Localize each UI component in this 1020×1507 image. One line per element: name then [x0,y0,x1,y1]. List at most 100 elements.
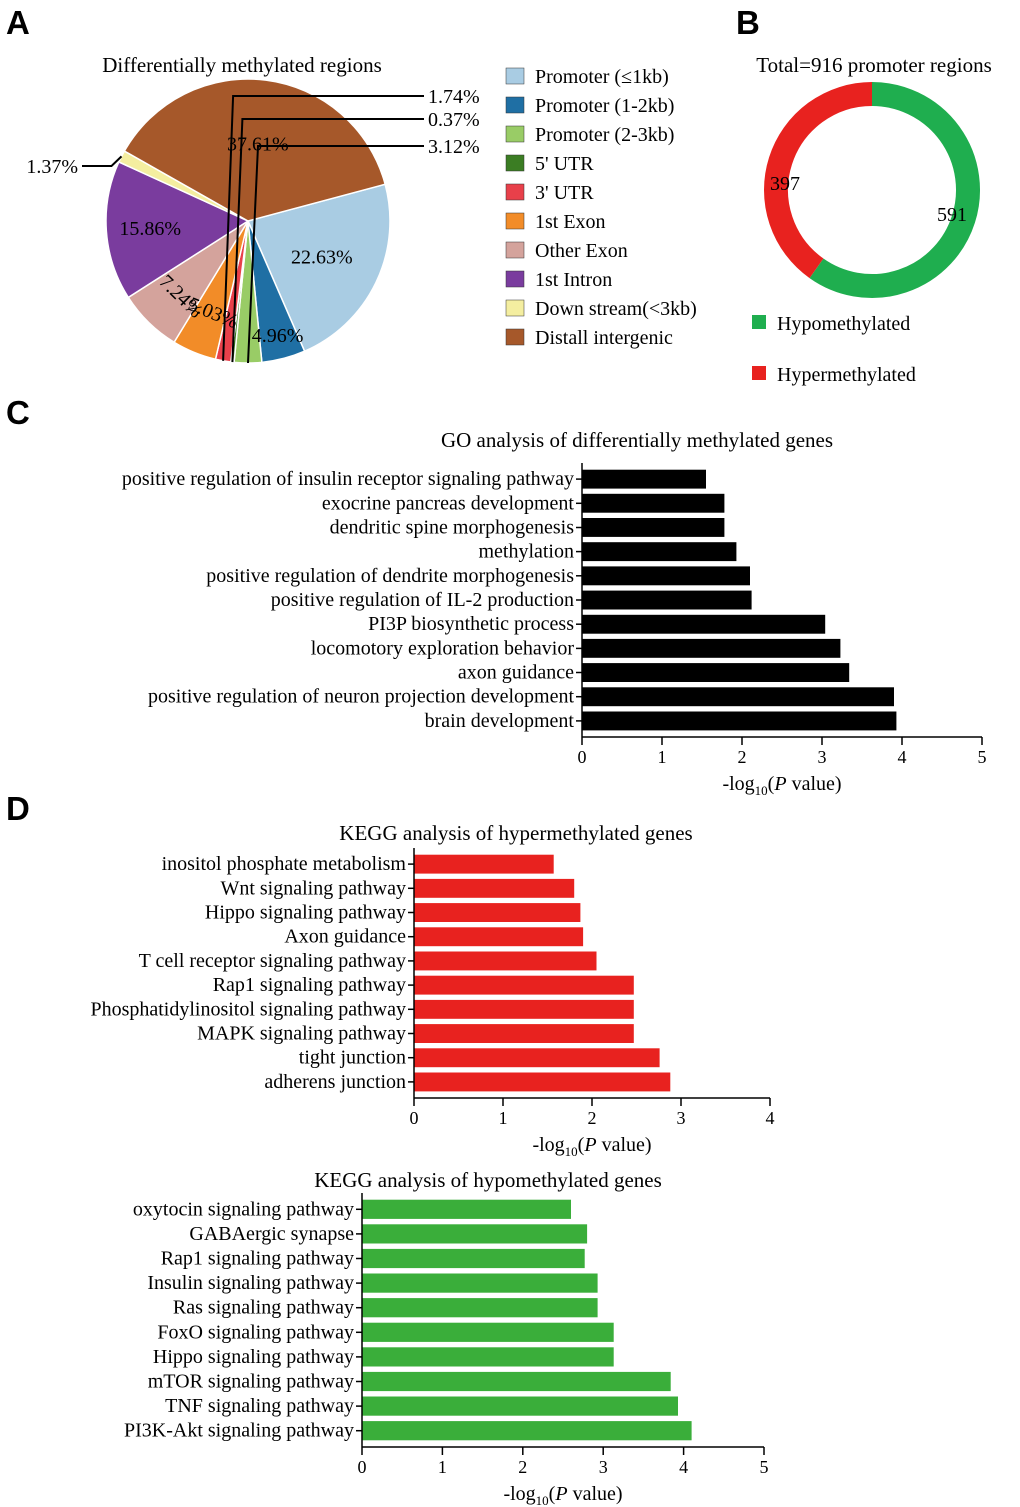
category-label-t-cell-receptor-signaling-pathway: T cell receptor signaling pathway [139,950,406,972]
bar-positive-regulation-of-neuron-projection-development [582,687,894,707]
pie-value-label-promoter-2-3kb: 3.12% [428,136,480,158]
x-tick-label: 0 [410,1108,419,1128]
x-tick-label: 4 [898,747,907,767]
panel-label-b: B [736,4,760,41]
category-label-methylation: methylation [478,541,574,563]
legend-swatch-1st-intron [505,270,525,288]
category-label-hippo-signaling-pathway: Hippo signaling pathway [205,902,406,924]
bar-hippo-signaling-pathway [362,1347,614,1367]
bar-exocrine-pancreas-development [582,493,725,513]
pie-leader-line-promoter-2-3kb [247,145,424,364]
x-tick-label: 3 [599,1457,608,1477]
bar-gabaergic-synapse [362,1224,588,1244]
bar-axon-guidance [414,927,584,947]
category-label-pi3k-akt-signaling-pathway: PI3K-Akt signaling pathway [124,1420,354,1442]
bar-hippo-signaling-pathway [414,903,581,922]
x-tick-label: 5 [978,747,987,767]
category-label-tight-junction: tight junction [299,1047,406,1069]
pie-leader-line-3-utr [222,95,424,361]
x-tick-label: 1 [499,1108,508,1128]
bar-pi3k-akt-signaling-pathway [362,1421,692,1441]
category-label-foxo-signaling-pathway: FoxO signaling pathway [157,1321,354,1343]
bar-positive-regulation-of-insulin-receptor-signaling-pathway [582,469,706,489]
category-label-brain-development: brain development [425,710,575,732]
category-label-positive-regulation-of-insulin-receptor-signaling-pathway: positive regulation of insulin receptor … [122,468,574,490]
pie-leader-line-down-stream-3kb [82,155,123,167]
bar-foxo-signaling-pathway [362,1322,614,1342]
bar-chart-go: GO analysis of differentially methylated… [122,428,987,798]
legend-swatch-promoter-1kb [505,67,525,85]
legend-label-distall-intergenic: Distall intergenic [535,327,673,349]
bar-oxytocin-signaling-pathway [362,1199,571,1219]
x-tick-label: 2 [518,1457,527,1477]
bar-methylation [582,542,737,562]
category-label-dendritic-spine-morphogenesis: dendritic spine morphogenesis [330,517,575,539]
chart-title: KEGG analysis of hypomethylated genes [314,1168,662,1192]
legend-label-hypermethylated: Hypermethylated [777,364,916,386]
legend-swatch-promoter-1-2kb [505,96,525,114]
category-label-wnt-signaling-pathway: Wnt signaling pathway [220,877,406,899]
legend-swatch-promoter-2-3kb [505,125,525,143]
bar-ras-signaling-pathway [362,1298,598,1318]
legend-label-5-utr: 5' UTR [535,153,594,175]
bar-insulin-signaling-pathway [362,1273,598,1293]
category-label-mtor-signaling-pathway: mTOR signaling pathway [148,1371,354,1393]
pie-value-label-down-stream-3kb: 1.37% [26,156,78,178]
category-label-positive-regulation-of-dendrite-morphogenesis: positive regulation of dendrite morphoge… [206,565,574,587]
bar-rap1-signaling-pathway [362,1248,585,1269]
category-label-tnf-signaling-pathway: TNF signaling pathway [165,1395,354,1417]
pie-leader-line-5-utr [231,118,424,363]
x-tick-label: 1 [658,747,667,767]
legend-swatch-distall-intergenic [505,328,525,346]
legend-swatch-down-stream-3kb [505,299,525,317]
x-tick-label: 0 [358,1457,367,1477]
pie-value-label-distall-intergenic: 37.61% [227,134,289,156]
category-label-hippo-signaling-pathway: Hippo signaling pathway [153,1346,354,1368]
pie-slice-promoter-1kb [246,183,391,353]
bar-locomotory-exploration-behavior [582,638,841,658]
bar-inositol-phosphate-metabolism [414,854,554,874]
x-tick-label: 2 [588,1108,597,1128]
bar-brain-development [582,711,897,731]
legend-label-other-exon: Other Exon [535,240,628,262]
bar-mapk-signaling-pathway [414,1024,634,1043]
bar-chart-kegg-hypo: KEGG analysis of hypomethylated genes oxy… [124,1168,768,1507]
x-axis-label: -log10(P value) [503,1483,622,1507]
bar-wnt-signaling-pathway [414,878,575,898]
legend-label-hypomethylated: Hypomethylated [777,313,910,335]
category-label-phosphatidylinositol-signaling-pathway: Phosphatidylinositol signaling pathway [90,998,406,1020]
donut-arc-hypomethylated [809,82,980,298]
x-tick-label: 3 [818,747,827,767]
bar-dendritic-spine-morphogenesis [582,518,725,537]
donut-value-label-hypermethylated: 397 [770,173,800,195]
bar-tnf-signaling-pathway [362,1396,678,1416]
legend-swatch-hypomethylated [752,315,766,329]
bar-pi3p-biosynthetic-process [582,614,826,634]
chart-title: GO analysis of differentially methylated… [441,428,833,452]
category-label-positive-regulation-of-neuron-projection-development: positive regulation of neuron projection… [148,686,574,708]
panel-label-d: D [6,790,30,827]
legend-swatch-1st-exon [505,212,525,230]
category-label-positive-regulation-of-il-2-production: positive regulation of IL-2 production [271,589,574,611]
legend-label-1st-intron: 1st Intron [535,269,612,291]
x-tick-label: 0 [578,747,587,767]
category-label-exocrine-pancreas-development: exocrine pancreas development [322,492,575,514]
x-tick-label: 3 [677,1108,686,1128]
pie-value-label-promoter-1-2kb: 4.96% [252,325,304,347]
pie-value-label-5-utr: 0.37% [428,109,480,131]
x-axis-label: -log10(P value) [532,1134,651,1159]
category-label-axon-guidance: axon guidance [458,662,574,684]
pie-value-label-promoter-1kb: 22.63% [291,247,353,269]
legend-swatch-hypermethylated [752,366,766,380]
legend-swatch-other-exon [505,241,525,259]
legend-label-1st-exon: 1st Exon [535,211,606,233]
x-tick-label: 4 [679,1457,688,1477]
pie-slice-1st-intron [105,160,250,299]
category-label-insulin-signaling-pathway: Insulin signaling pathway [147,1272,354,1294]
category-label-pi3p-biosynthetic-process: PI3P biosynthetic process [368,613,574,635]
legend-label-promoter-1kb: Promoter (≤1kb) [535,66,669,88]
donut-title: Total=916 promoter regions [756,53,992,77]
bar-axon-guidance [582,663,850,682]
bar-positive-regulation-of-dendrite-morphogenesis [582,566,750,586]
